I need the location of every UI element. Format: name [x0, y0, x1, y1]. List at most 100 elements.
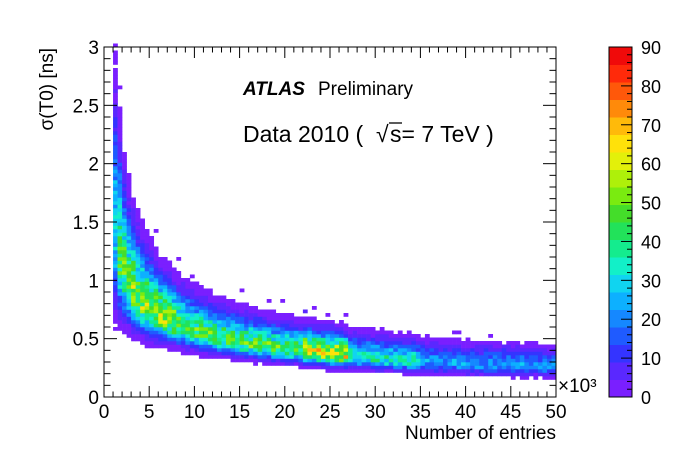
heatmap-cell	[167, 299, 173, 303]
heatmap-cell	[253, 327, 258, 331]
heatmap-cell	[483, 369, 489, 373]
heatmap-cell	[479, 348, 484, 352]
heatmap-cell	[330, 334, 335, 338]
heatmap-cell	[298, 362, 304, 366]
heatmap-cell	[113, 243, 118, 247]
heatmap-cell	[542, 355, 548, 359]
heatmap-cell	[113, 260, 118, 265]
heatmap-cell	[217, 313, 222, 317]
heatmap-cell	[153, 309, 159, 314]
heatmap-cell	[189, 330, 195, 335]
heatmap-cell	[185, 316, 191, 321]
y-tick-label: 2.5	[73, 96, 99, 117]
heatmap-cell	[149, 288, 155, 293]
heatmap-cell	[334, 358, 340, 363]
heatmap-cell	[311, 348, 317, 352]
heatmap-cell	[289, 334, 295, 338]
heatmap-cell	[461, 355, 466, 359]
heatmap-cell	[158, 330, 164, 335]
heatmap-cell	[117, 211, 123, 216]
heatmap-cell	[217, 316, 222, 321]
heatmap-cell	[122, 295, 127, 300]
heatmap-cell	[483, 362, 489, 366]
heatmap-cell	[122, 246, 127, 251]
heatmap-cell	[126, 306, 132, 310]
heatmap-cell	[149, 341, 155, 345]
heatmap-cell	[226, 309, 231, 314]
heatmap-cell	[537, 369, 543, 373]
heatmap-cell	[207, 306, 213, 310]
heatmap-cell	[194, 299, 200, 303]
heatmap-cell	[167, 316, 173, 321]
heatmap-cell	[122, 316, 127, 321]
colorbar-swatch	[609, 379, 632, 398]
heatmap-cell	[207, 337, 213, 342]
heatmap-cell	[420, 344, 426, 349]
heatmap-cell	[167, 281, 173, 286]
heatmap-cell	[524, 355, 530, 359]
heatmap-cell	[420, 365, 426, 370]
heatmap-cell	[217, 351, 222, 356]
heatmap-cell	[126, 215, 132, 219]
heatmap-cell	[198, 313, 204, 317]
heatmap-cell	[203, 299, 209, 303]
heatmap-cell	[302, 362, 308, 366]
heatmap-cell	[126, 232, 132, 237]
heatmap-cell	[542, 365, 548, 370]
heatmap-cell	[244, 309, 249, 314]
heatmap-cell	[488, 341, 494, 345]
heatmap-cell	[167, 320, 173, 324]
heatmap-cell	[528, 369, 534, 373]
heatmap-cell	[131, 229, 136, 233]
y-tick-label: 1.5	[73, 213, 99, 234]
heatmap-cell	[510, 372, 516, 377]
heatmap-cell	[316, 348, 322, 352]
heatmap-cell	[180, 330, 186, 335]
heatmap-cell	[180, 281, 186, 286]
heatmap-cell	[230, 302, 236, 307]
heatmap-cell	[126, 176, 132, 181]
heatmap-cell	[325, 362, 331, 366]
heatmap-cell	[492, 372, 498, 377]
heatmap-cell	[474, 358, 480, 363]
heatmap-cell	[253, 355, 258, 359]
heatmap-cell	[397, 362, 403, 366]
heatmap-cell	[379, 334, 385, 338]
heatmap-cell	[203, 351, 209, 356]
colorbar-swatch	[609, 47, 632, 65]
heatmap-cell	[262, 348, 268, 352]
heatmap-cell	[180, 327, 186, 331]
heatmap-cell	[158, 295, 164, 300]
heatmap-cell	[153, 323, 159, 328]
heatmap-cell	[384, 330, 390, 335]
heatmap-cell	[352, 334, 358, 338]
heatmap-cell	[293, 330, 299, 335]
heatmap-cell	[144, 327, 150, 331]
heatmap-cell	[302, 337, 308, 342]
heatmap-cell	[483, 348, 489, 352]
heatmap-cell	[470, 362, 475, 366]
heatmap-cell	[131, 215, 136, 219]
heatmap-cell	[275, 334, 281, 338]
heatmap-cell	[361, 330, 367, 335]
heatmap-cell	[311, 365, 317, 370]
heatmap-cell	[307, 365, 313, 370]
heatmap-cell	[122, 166, 127, 170]
heatmap-cell	[194, 316, 200, 321]
heatmap-cell	[217, 327, 222, 331]
heatmap-cell	[542, 369, 548, 373]
heatmap-cell	[402, 355, 408, 359]
heatmap-cell	[180, 278, 186, 282]
heatmap-cell	[515, 341, 521, 345]
heatmap-cell	[113, 99, 118, 104]
heatmap-cell	[271, 327, 277, 331]
heatmap-cell	[501, 351, 507, 356]
heatmap-cell	[198, 330, 204, 335]
heatmap-cell	[140, 236, 145, 240]
heatmap-cell	[352, 348, 358, 352]
heatmap-cell	[117, 246, 123, 251]
heatmap-cell	[402, 362, 408, 366]
heatmap-cell	[438, 348, 444, 352]
heatmap-cell	[424, 362, 430, 366]
heatmap-cell	[406, 344, 412, 349]
